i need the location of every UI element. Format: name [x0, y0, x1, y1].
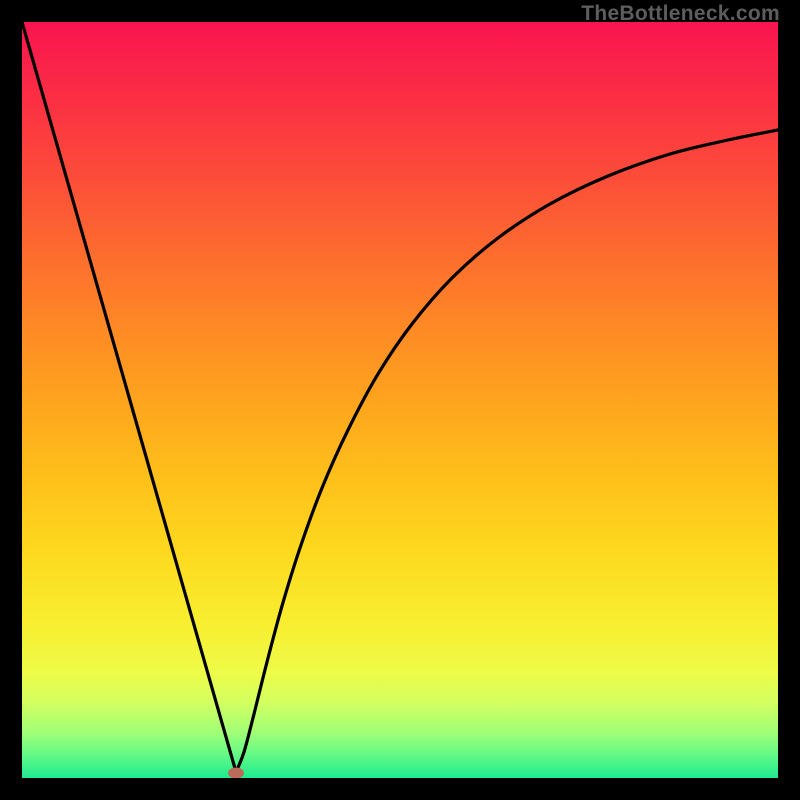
plot-area: [22, 22, 778, 778]
dip-marker: [228, 768, 244, 779]
curve-layer: [22, 22, 778, 778]
chart-stage: TheBottleneck.com: [0, 0, 800, 800]
watermark-text: TheBottleneck.com: [581, 2, 780, 26]
bottleneck-curve: [22, 22, 778, 772]
